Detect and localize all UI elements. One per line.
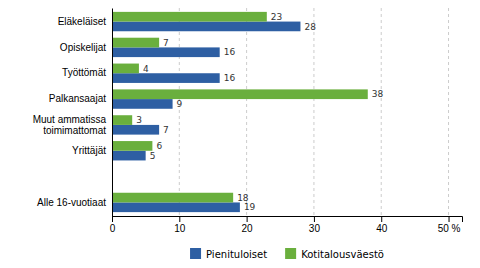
- grid-line: [381, 8, 382, 216]
- grid: [179, 8, 448, 216]
- bar: [112, 38, 159, 48]
- tick: 20: [242, 216, 254, 234]
- legend-item: Pienituloiset: [190, 248, 267, 260]
- bar: [112, 47, 220, 57]
- grid-line: [179, 8, 180, 216]
- bar: [112, 73, 220, 83]
- data-label: 23: [271, 12, 282, 22]
- data-label: 7: [163, 38, 169, 48]
- data-label: 16: [224, 73, 236, 83]
- tick-label: Eläkeläiset: [58, 16, 107, 27]
- tick: Työttömät: [62, 67, 112, 78]
- tick-mark: [449, 216, 450, 222]
- tick: Palkansaajat: [49, 93, 112, 104]
- legend-swatch: [190, 248, 201, 259]
- tick-label: 50 %: [438, 223, 461, 234]
- legend-item: Kotitalousväestö: [285, 248, 384, 260]
- axis-line: [112, 9, 113, 217]
- tick-label: 40: [376, 223, 388, 234]
- tick-label: Työttömät: [62, 67, 106, 78]
- tick-mark: [247, 216, 248, 222]
- bars: [112, 12, 368, 212]
- tick-mark: [179, 216, 180, 222]
- tick-mark: [112, 216, 113, 222]
- tick-label: Yrittäjät: [72, 145, 106, 156]
- tick-mark: [381, 216, 382, 222]
- legend-label: Pienituloiset: [206, 249, 267, 260]
- tick: Alle 16-vuotiaat: [37, 197, 112, 208]
- legend-label: Kotitalousväestö: [301, 249, 384, 260]
- bar: [112, 151, 146, 161]
- data-label: 7: [163, 125, 169, 135]
- tick: 50 %: [438, 216, 461, 234]
- tick: 10: [174, 216, 186, 234]
- bar: [112, 125, 159, 135]
- data-labels: 28 16 16 9 7 5 19 23 7 4 38 3 6 18: [136, 12, 383, 213]
- legend: Pienituloiset Kotitalousväestö: [190, 248, 384, 260]
- tick-label: Palkansaajat: [49, 93, 106, 104]
- bar: [112, 99, 173, 109]
- data-label: 3: [136, 115, 142, 125]
- bar: [112, 115, 132, 125]
- tick-mark: [314, 216, 315, 222]
- tick: 0: [110, 216, 116, 234]
- bar: [112, 64, 139, 74]
- tick: Muut ammatissatoimimattomat: [33, 114, 112, 136]
- tick-label: 0: [110, 223, 116, 234]
- tick-label: Alle 16-vuotiaat: [37, 197, 106, 208]
- tick: Eläkeläiset: [58, 16, 112, 27]
- data-label: 4: [143, 64, 149, 74]
- tick-label: Opiskelijat: [60, 42, 106, 53]
- tick-label: 10: [174, 223, 186, 234]
- data-label: 9: [177, 99, 183, 109]
- data-label: 18: [237, 193, 249, 203]
- bar: [112, 193, 233, 203]
- x-axis: 0 10 20 30 40 50 %: [110, 216, 463, 234]
- data-label: 28: [304, 22, 316, 32]
- data-label: 6: [156, 141, 162, 151]
- grid-line: [313, 8, 314, 216]
- bar: [112, 22, 300, 32]
- grid-line: [448, 8, 449, 216]
- data-label: 19: [244, 202, 256, 212]
- tick: 30: [309, 216, 321, 234]
- data-label: 16: [224, 47, 236, 57]
- tick-label: Muut ammatissatoimimattomat: [33, 114, 107, 136]
- y-axis: Eläkeläiset Opiskelijat Työttömät Palkansaa…: [33, 9, 113, 217]
- tick: Opiskelijat: [60, 42, 112, 53]
- data-label: 38: [372, 89, 384, 99]
- grid-line: [246, 8, 247, 216]
- tick-label: 20: [242, 223, 254, 234]
- bar: [112, 141, 152, 151]
- chart: 28161697519237438361801020304050 %Eläkel…: [0, 0, 480, 268]
- legend-swatch: [285, 248, 296, 259]
- data-label: 5: [150, 151, 156, 161]
- tick-label: 30: [309, 223, 321, 234]
- tick: 40: [376, 216, 388, 234]
- bar: [112, 89, 368, 99]
- tick: Yrittäjät: [72, 145, 112, 156]
- bar: [112, 202, 240, 212]
- bar: [112, 12, 267, 22]
- plot: 28161697519237438361801020304050 %Eläkel…: [33, 8, 463, 234]
- axis-line: [113, 217, 463, 223]
